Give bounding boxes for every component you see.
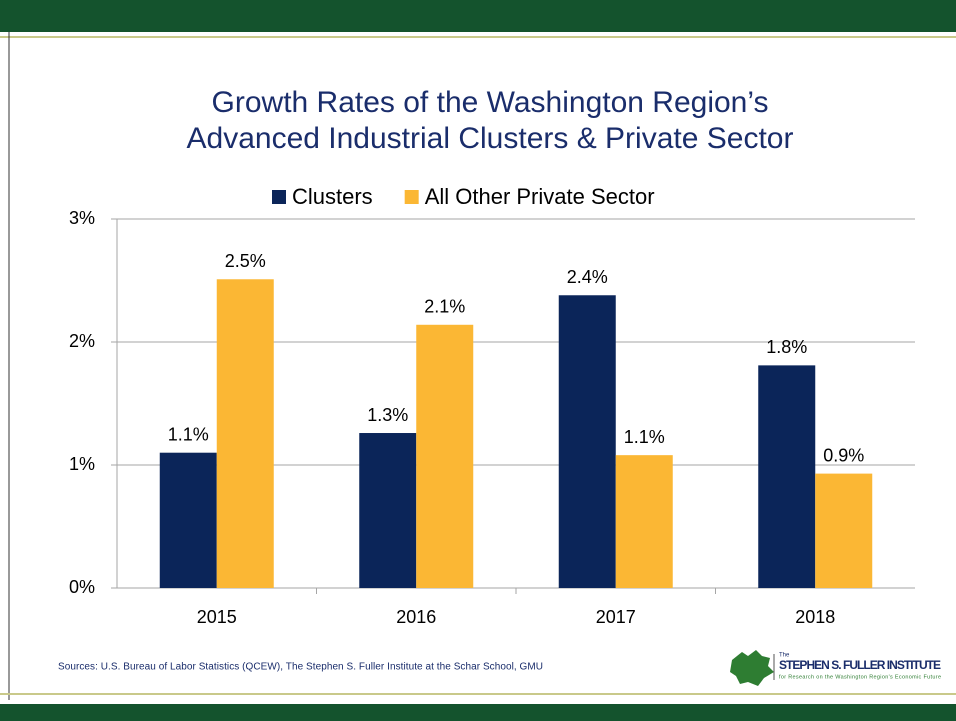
top-band — [0, 0, 956, 32]
source-note: Sources: U.S. Bureau of Labor Statistics… — [58, 662, 543, 673]
chart-title: Growth Rates of the Washington Region’s — [212, 86, 769, 119]
bottom-band — [0, 704, 956, 721]
y-tick-label: 3% — [69, 208, 95, 228]
logo-icon — [730, 650, 774, 686]
legend-label: All Other Private Sector — [425, 184, 655, 209]
data-label: 2.4% — [567, 267, 608, 287]
logo-name: STEPHEN S. FULLER INSTITUTE — [779, 658, 941, 672]
y-tick-label: 2% — [69, 331, 95, 351]
data-label: 2.5% — [225, 251, 266, 271]
logo-small: The — [779, 653, 790, 659]
bar — [558, 295, 616, 588]
chart-title: Advanced Industrial Clusters & Private S… — [187, 122, 794, 155]
data-label: 1.1% — [168, 424, 209, 444]
logo-tagline: for Research on the Washington Region's … — [779, 674, 941, 680]
bar — [815, 473, 873, 588]
data-label: 0.9% — [823, 445, 864, 465]
bar — [159, 452, 217, 588]
bar — [758, 365, 816, 588]
legend-swatch — [404, 190, 419, 204]
legend-label: Clusters — [292, 184, 373, 209]
x-tick-label: 2015 — [197, 607, 237, 627]
x-tick-label: 2017 — [596, 607, 636, 627]
bar — [615, 455, 673, 588]
y-tick-label: 0% — [69, 577, 95, 597]
data-label: 2.1% — [424, 297, 465, 317]
x-tick-label: 2018 — [795, 607, 835, 627]
data-label: 1.3% — [367, 405, 408, 425]
bar — [359, 433, 417, 588]
bar — [216, 279, 274, 588]
bar — [416, 324, 474, 588]
y-tick-label: 1% — [69, 454, 95, 474]
data-label: 1.1% — [624, 427, 665, 447]
x-tick-label: 2016 — [396, 607, 436, 627]
legend-swatch — [272, 190, 286, 204]
data-label: 1.8% — [766, 337, 807, 357]
